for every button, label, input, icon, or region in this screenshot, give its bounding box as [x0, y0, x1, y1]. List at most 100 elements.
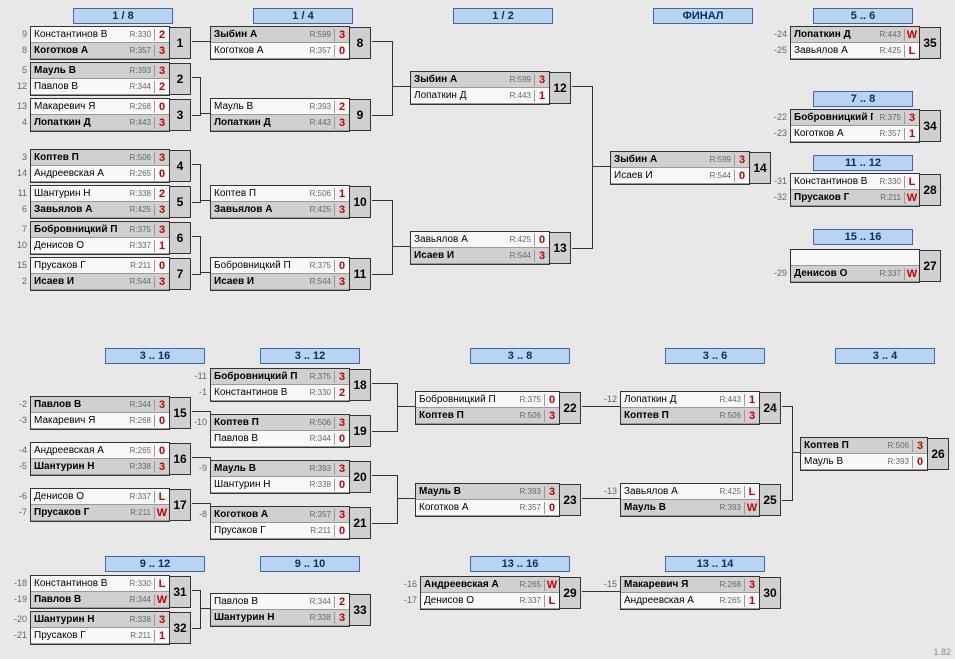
player-rating: R:506: [513, 411, 544, 420]
bracket-connector: [372, 383, 398, 432]
match-number: 35: [919, 27, 941, 59]
match-number: 7: [169, 258, 191, 290]
player-score: L: [904, 45, 919, 57]
match-row: Лопаткин ДR:4433: [31, 115, 169, 131]
player-rating: R:375: [873, 113, 904, 122]
round-label: 15 .. 16: [813, 229, 913, 245]
bracket-connector: [592, 166, 610, 168]
match-number: 18: [349, 369, 371, 401]
player-score: W: [744, 502, 759, 514]
match-box: -15Макаревич ЯR:2683Андреевская АR:26513…: [620, 576, 760, 610]
player-score: 3: [154, 461, 169, 473]
player-name: Мауль В: [801, 456, 881, 467]
round-label: ФИНАЛ: [653, 8, 753, 24]
seed-number: -24: [769, 29, 787, 39]
player-score: 0: [734, 170, 749, 182]
player-name: Исаев И: [611, 170, 703, 181]
player-name: Шантурин Н: [31, 614, 123, 625]
match-box: -31Константинов ВR:330L-32Прусаков ГR:21…: [790, 173, 920, 207]
player-name: Константинов В: [31, 578, 123, 589]
player-rating: R:265: [123, 169, 154, 178]
player-rating: R:338: [303, 613, 334, 622]
player-name: Коготков А: [791, 128, 873, 139]
player-rating: R:599: [303, 30, 334, 39]
bracket-connector: [372, 475, 398, 524]
match-row: Денисов ОR:3371: [31, 238, 169, 254]
match-row: Павлов ВR:344W: [31, 592, 169, 608]
player-score: 3: [154, 45, 169, 57]
seed-number: 4: [9, 117, 27, 127]
bracket-connector: [200, 200, 210, 202]
player-rating: R:211: [303, 526, 334, 535]
match-number: 15: [169, 397, 191, 429]
player-name: Лопаткин Д: [411, 90, 503, 101]
player-rating: R:338: [123, 189, 154, 198]
player-score: 3: [334, 509, 349, 521]
match-row: Коготков АR:3573: [211, 507, 349, 523]
match-number: 14: [749, 152, 771, 184]
bracket-connector: [192, 411, 211, 431]
player-score: L: [904, 176, 919, 188]
match: -6Денисов ОR:337L-7Прусаков ГR:211W17: [30, 488, 170, 522]
player-rating: R:375: [513, 395, 544, 404]
match: -16Андреевская АR:265W-17Денисов ОR:337L…: [420, 576, 560, 610]
match: -29Денисов ОR:337W27: [790, 249, 920, 283]
match-row: Бобровницкий ПR:3753: [791, 110, 919, 126]
match: 15Прусаков ГR:21102Исаев ИR:54437: [30, 257, 170, 291]
player-rating: R:330: [123, 30, 154, 39]
player-name: Шантурин Н: [211, 612, 303, 623]
match-number: 29: [559, 577, 581, 609]
match-box: 3Коптев ПR:506314Андреевская АR:26504: [30, 149, 170, 183]
player-name: Бобровницкий П: [31, 224, 123, 235]
match-row: Константинов ВR:330L: [31, 576, 169, 592]
player-rating: R:337: [123, 241, 154, 250]
player-name: Коптев П: [211, 188, 303, 199]
player-name: Прусаков Г: [211, 525, 303, 536]
match-row: Зыбин АR:5993: [611, 152, 749, 168]
match-box: -16Андреевская АR:265W-17Денисов ОR:337L…: [420, 576, 560, 610]
player-rating: R:425: [873, 46, 904, 55]
seed-number: 5: [9, 65, 27, 75]
match-box: 13Макаревич ЯR:26804Лопаткин ДR:44333: [30, 98, 170, 132]
player-score: 0: [534, 234, 549, 246]
player-name: Коготков А: [211, 509, 303, 520]
match-row: Андреевская АR:265W: [421, 577, 559, 593]
player-rating: R:211: [123, 631, 154, 640]
player-score: W: [904, 29, 919, 41]
player-rating: R:338: [123, 615, 154, 624]
seed-number: -31: [769, 176, 787, 186]
match-row: Прусаков ГR:2111: [31, 628, 169, 644]
match-number: 11: [349, 258, 371, 290]
match-row: Макаревич ЯR:2683: [621, 577, 759, 593]
bracket-connector: [192, 457, 211, 477]
seed-number: -1: [189, 387, 207, 397]
player-name: Бобровницкий П: [791, 112, 873, 123]
match-row: Андреевская АR:2650: [31, 166, 169, 182]
seed-number: 12: [9, 81, 27, 91]
round-label: 3 .. 12: [260, 348, 360, 364]
match: -10Коптев ПR:5063Павлов ВR:344019: [210, 414, 350, 448]
player-score: 3: [154, 614, 169, 626]
player-rating: R:599: [503, 75, 534, 84]
match-box: -6Денисов ОR:337L-7Прусаков ГR:211W17: [30, 488, 170, 522]
player-rating: R:425: [503, 235, 534, 244]
player-name: Константинов В: [211, 387, 303, 398]
seed-number: 6: [9, 204, 27, 214]
match-row: Мауль ВR:3933: [31, 63, 169, 79]
match-box: -8Коготков АR:3573Прусаков ГR:211021: [210, 506, 350, 540]
round-label: 13 .. 14: [665, 556, 765, 572]
player-name: Денисов О: [421, 595, 513, 606]
round-label: 11 .. 12: [813, 155, 913, 171]
player-name: Завьялов А: [411, 234, 503, 245]
match-number: 34: [919, 110, 941, 142]
match-row: Коптев ПR:5061: [211, 186, 349, 202]
player-name: Андреевская А: [421, 579, 513, 590]
player-name: Павлов В: [211, 433, 303, 444]
match-number: 22: [559, 392, 581, 424]
bracket-connector: [392, 246, 410, 248]
match: 3Коптев ПR:506314Андреевская АR:26504: [30, 149, 170, 183]
round-label: 1 / 2: [453, 8, 553, 24]
player-score: 3: [154, 117, 169, 129]
player-rating: R:544: [123, 277, 154, 286]
match-number: 12: [549, 72, 571, 104]
